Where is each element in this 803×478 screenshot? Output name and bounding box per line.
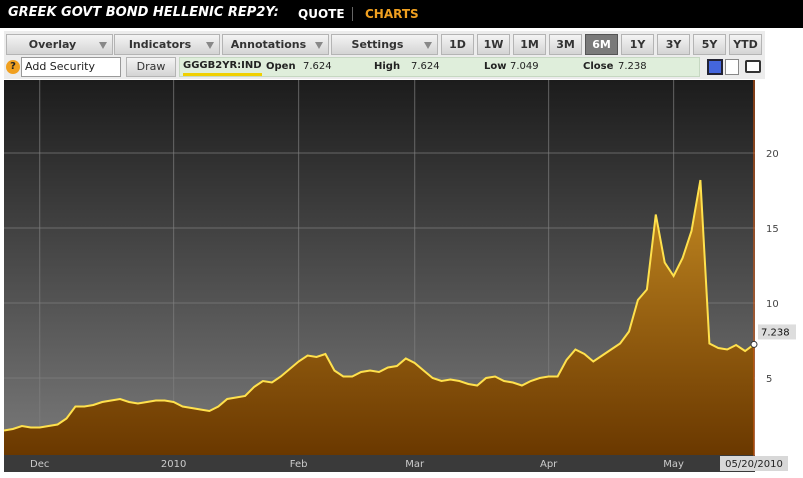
menu-button[interactable]: Indicators bbox=[114, 34, 220, 55]
period-button[interactable]: 1Y bbox=[621, 34, 654, 55]
tab-separator bbox=[352, 7, 353, 21]
menu-button[interactable]: Annotations bbox=[222, 34, 329, 55]
menu-button[interactable]: Settings bbox=[331, 34, 438, 55]
quote-label: Close bbox=[583, 61, 614, 72]
quote-value: 7.624 bbox=[303, 61, 332, 72]
x-axis-band bbox=[4, 455, 755, 472]
last-value-label: 7.238 bbox=[761, 327, 790, 338]
quote-strip bbox=[179, 57, 700, 77]
draw-button[interactable]: Draw bbox=[126, 57, 176, 77]
last-value-box bbox=[758, 324, 796, 340]
menu-button[interactable]: Overlay bbox=[6, 34, 113, 55]
color-icon[interactable] bbox=[707, 59, 723, 75]
quote-label: High bbox=[374, 61, 401, 72]
end-date-box bbox=[720, 456, 788, 471]
x-tick-label: Dec bbox=[30, 459, 49, 470]
x-tick-label: Feb bbox=[290, 459, 308, 470]
period-button[interactable]: 5Y bbox=[693, 34, 726, 55]
x-tick-label: Mar bbox=[405, 459, 425, 470]
line bbox=[3, 179, 755, 432]
end-date-label: 05/20/2010 bbox=[725, 459, 783, 470]
tab[interactable]: CHARTS bbox=[365, 7, 419, 21]
quote-value: 7.238 bbox=[618, 61, 647, 72]
period-button[interactable]: 3M bbox=[549, 34, 582, 55]
add-security-input[interactable]: Add Security bbox=[21, 57, 121, 77]
help-icon[interactable]: ? bbox=[6, 60, 20, 74]
quote-value: 7.049 bbox=[510, 61, 539, 72]
period-button[interactable]: 1D bbox=[441, 34, 474, 55]
period-button[interactable]: 1M bbox=[513, 34, 546, 55]
print-icon[interactable] bbox=[745, 60, 761, 73]
color-icon[interactable] bbox=[725, 59, 739, 75]
x-tick-label: May bbox=[663, 459, 684, 470]
area bbox=[4, 180, 754, 455]
title-bar bbox=[0, 0, 803, 28]
y-tick-label: 10 bbox=[766, 299, 779, 310]
period-button[interactable]: 6M bbox=[585, 34, 618, 55]
last-point bbox=[750, 340, 758, 348]
ticker: GGGB2YR:IND bbox=[183, 57, 262, 76]
x-tick-label: Apr bbox=[540, 459, 558, 470]
quote-value: 7.624 bbox=[411, 61, 440, 72]
period-button[interactable]: YTD bbox=[729, 34, 762, 55]
period-button[interactable]: 1W bbox=[477, 34, 510, 55]
quote-label: Low bbox=[484, 61, 507, 72]
quote-label: Open bbox=[266, 61, 296, 72]
x-tick-label: 2010 bbox=[161, 459, 186, 470]
security-title: GREEK GOVT BOND HELLENIC REP2Y: bbox=[8, 5, 279, 20]
y-tick-label: 5 bbox=[766, 374, 772, 385]
tab[interactable]: QUOTE bbox=[298, 7, 345, 21]
period-button[interactable]: 3Y bbox=[657, 34, 690, 55]
y-tick-label: 15 bbox=[766, 224, 779, 235]
y-tick-label: 20 bbox=[766, 149, 779, 160]
